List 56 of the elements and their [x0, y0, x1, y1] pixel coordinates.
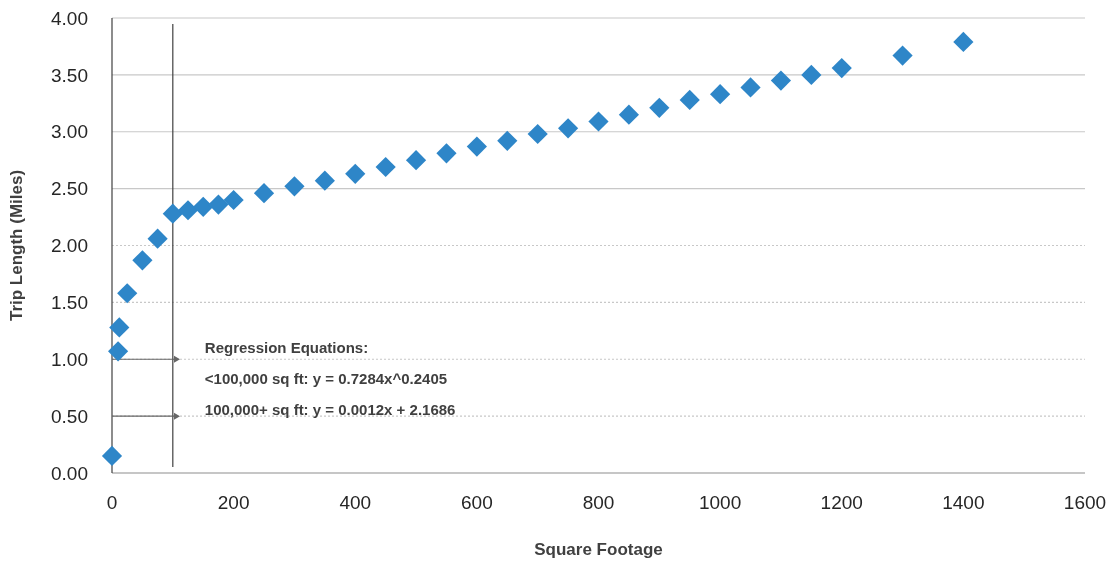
x-axis-title: Square Footage	[534, 540, 663, 559]
point	[147, 228, 168, 249]
point	[953, 31, 974, 52]
point	[892, 45, 913, 66]
point	[740, 77, 761, 98]
point	[208, 194, 229, 215]
y-tick-label: 0.00	[51, 462, 88, 484]
point	[527, 123, 548, 145]
point	[801, 64, 822, 85]
point	[314, 170, 335, 191]
point	[107, 341, 129, 362]
point	[193, 196, 214, 217]
point	[649, 97, 670, 118]
x-tick-label: 200	[217, 492, 250, 513]
point	[405, 150, 427, 171]
x-tick-label: 1600	[1063, 492, 1107, 513]
y-tick-label: 0.50	[51, 405, 88, 427]
point	[679, 89, 700, 110]
annotation: Regression Equations:	[204, 339, 369, 357]
point	[117, 283, 138, 304]
y-tick-label: 3.50	[51, 64, 88, 86]
annotation: 100,000+ sq ft: y = 0.0012x + 2.1686	[204, 401, 456, 419]
point	[497, 130, 518, 151]
point	[831, 57, 852, 79]
x-tick-label: 1200	[820, 492, 863, 513]
point	[710, 84, 731, 105]
x-tick-label: 0	[106, 492, 118, 513]
point	[223, 189, 244, 211]
y-tick-label: 2.00	[51, 235, 88, 257]
y-axis-title: Trip Length (Miles)	[7, 169, 26, 322]
x-tick-label: 1000	[698, 492, 742, 513]
x-tick-label: 800	[582, 492, 615, 513]
point	[253, 183, 275, 204]
point	[618, 104, 639, 125]
point	[770, 70, 792, 91]
y-tick-label: 3.00	[51, 121, 88, 143]
point	[177, 200, 199, 221]
point	[466, 136, 487, 157]
point	[375, 156, 396, 178]
point	[345, 163, 366, 184]
x-tick-label: 600	[461, 492, 493, 513]
point	[109, 317, 130, 338]
y-tick-label: 4.00	[51, 7, 88, 29]
x-tick-label: 1400	[942, 492, 985, 513]
x-tick-label: 400	[339, 492, 372, 513]
y-tick-label: 1.50	[51, 292, 88, 314]
y-tick-label: 2.50	[51, 178, 88, 200]
point	[436, 143, 457, 164]
annotation: <100,000 sq ft: y = 0.7284x^0.2405	[204, 370, 448, 388]
point	[162, 203, 183, 224]
point	[588, 111, 609, 132]
point	[284, 176, 305, 197]
point	[132, 250, 153, 271]
y-tick-label: 1.00	[51, 348, 88, 370]
point	[558, 118, 579, 139]
point	[101, 445, 123, 467]
